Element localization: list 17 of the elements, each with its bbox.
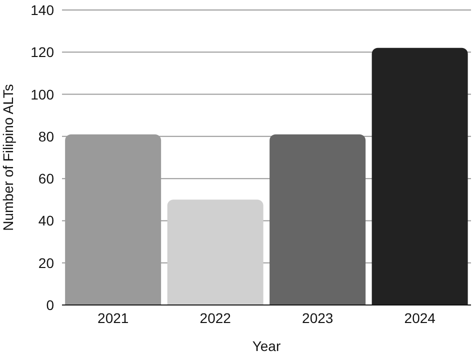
- y-tick-label: 40: [38, 212, 54, 229]
- x-tick-label: 2022: [200, 310, 232, 326]
- bar: [372, 48, 468, 305]
- bar: [167, 200, 264, 305]
- y-tick-label: 0: [46, 296, 54, 313]
- x-tick-label: 2023: [302, 310, 334, 326]
- bar: [270, 134, 366, 305]
- y-tick-label: 80: [38, 128, 54, 144]
- y-tick-label: 20: [38, 254, 54, 271]
- y-tick-label: 120: [30, 44, 54, 60]
- x-axis-title: Year: [252, 338, 281, 354]
- y-tick-label: 140: [30, 2, 54, 18]
- y-tick-label: 100: [30, 86, 54, 102]
- x-tick-label: 2021: [98, 310, 129, 326]
- x-tick-label: 2024: [404, 310, 436, 326]
- y-axis-title: Number of Filipino ALTs: [0, 84, 16, 231]
- y-tick-label: 60: [38, 170, 54, 187]
